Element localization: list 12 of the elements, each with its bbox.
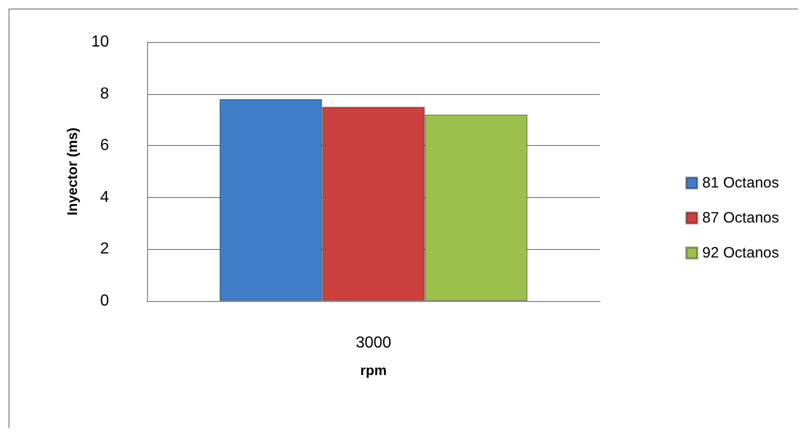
legend-label: 87 Octanos bbox=[702, 210, 780, 226]
y-tick-label: 2 bbox=[100, 240, 110, 258]
y-tick-label: 10 bbox=[91, 34, 110, 50]
legend-label: 92 Octanos bbox=[702, 244, 780, 262]
y-tick-label: 4 bbox=[100, 188, 110, 206]
y-axis-title: Inyector (ms) bbox=[64, 128, 80, 216]
y-tick-label: 8 bbox=[100, 85, 110, 102]
y-tick-label: 6 bbox=[100, 137, 110, 154]
x-axis-title: rpm bbox=[360, 362, 387, 378]
x-tick-label: 3000 bbox=[356, 334, 392, 352]
y-tick-label: 0 bbox=[100, 292, 110, 310]
legend-label: 81 Octanos bbox=[702, 174, 780, 192]
